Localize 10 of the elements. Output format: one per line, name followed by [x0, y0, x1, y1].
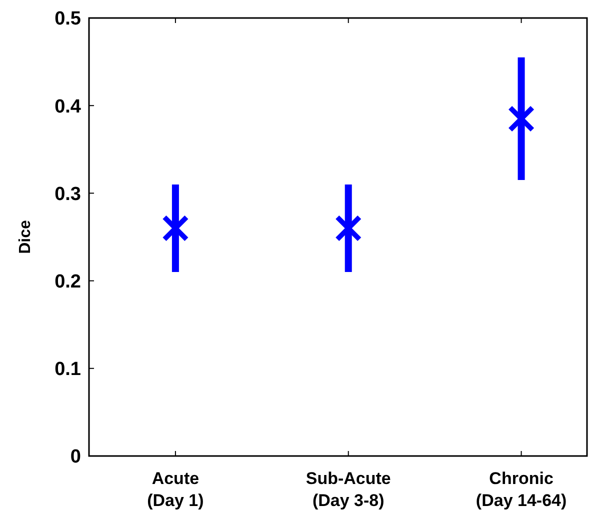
y-tick-label: 0.2 [54, 271, 81, 292]
y-tick-label: 0.1 [54, 359, 82, 380]
x-tick-label: Acute (Day 1) [147, 469, 204, 510]
y-tick-label: 0.4 [54, 96, 82, 118]
y-tick-label: 0.5 [54, 8, 82, 30]
x-tick-label: Sub-Acute (Day 3-8) [306, 469, 391, 510]
x-tick-label: Chronic (Day 14-64) [476, 469, 567, 510]
y-axis-title: Dice [17, 220, 34, 254]
y-tick-label: 0 [70, 446, 81, 468]
y-tick-label: 0.3 [54, 184, 81, 205]
